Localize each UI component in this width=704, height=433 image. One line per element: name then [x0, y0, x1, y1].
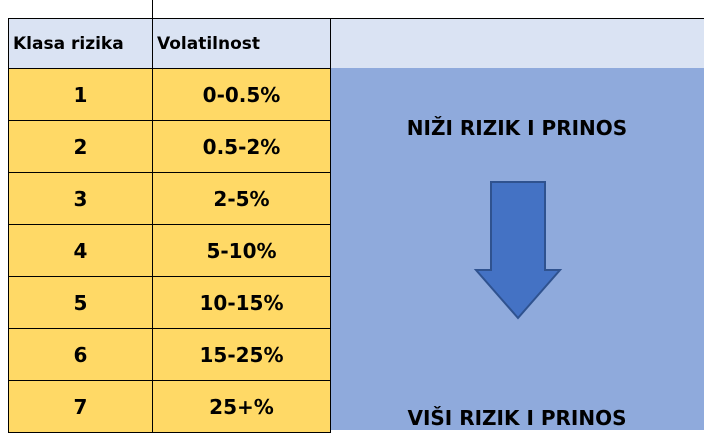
- table-cell: 7: [8, 380, 153, 433]
- table-cell: 25+%: [152, 380, 331, 433]
- panel-top-text: NIŽI RIZIK I PRINOS: [406, 116, 628, 140]
- table-cell: 2-5%: [152, 172, 331, 225]
- table-cell: 3: [8, 172, 153, 225]
- header-cell: Volatilnost: [152, 18, 331, 69]
- table-cell: 5: [8, 276, 153, 329]
- table-cell: 15-25%: [152, 328, 331, 381]
- table-cell: 2: [8, 120, 153, 173]
- table-cell: 6: [8, 328, 153, 381]
- top-vline: [152, 0, 153, 18]
- table-cell: 0-0.5%: [152, 68, 331, 121]
- header-cell: Klasa rizika: [8, 18, 153, 69]
- top-border: [8, 18, 704, 19]
- header-band: [330, 19, 704, 68]
- table-cell: 1: [8, 68, 153, 121]
- panel-bottom-text: VIŠI RIZIK I PRINOS: [407, 406, 627, 430]
- table-cell: 10-15%: [152, 276, 331, 329]
- arrow: [473, 181, 563, 320]
- table-cell: 0.5-2%: [152, 120, 331, 173]
- table-cell: 4: [8, 224, 153, 277]
- table-cell: 5-10%: [152, 224, 331, 277]
